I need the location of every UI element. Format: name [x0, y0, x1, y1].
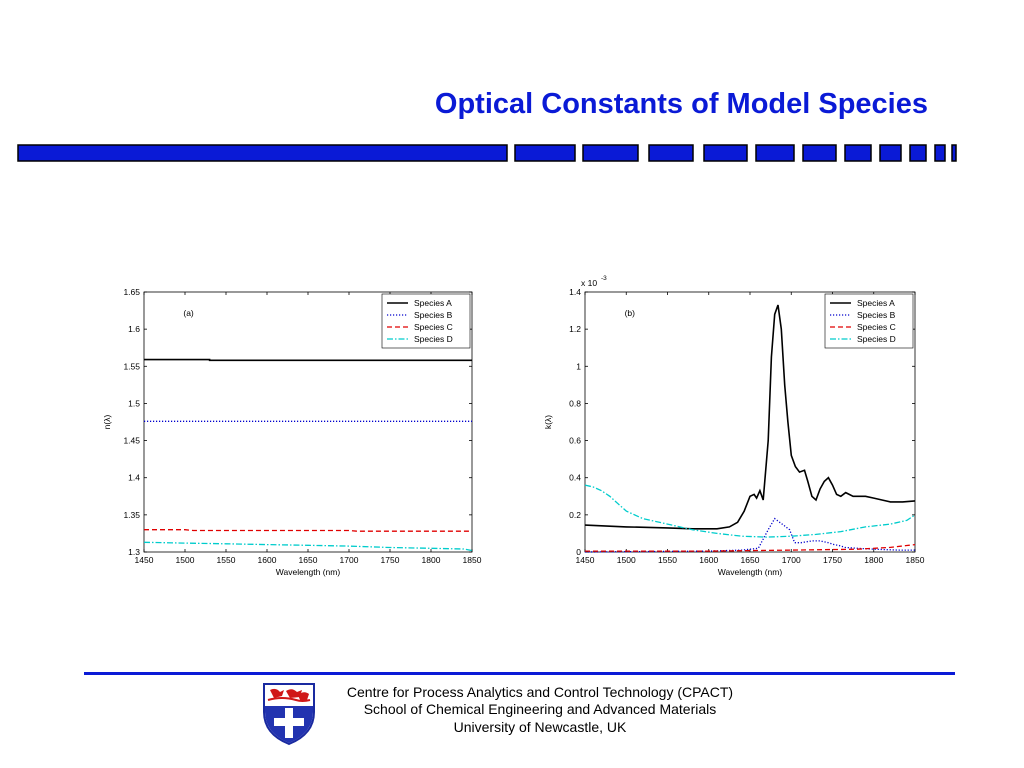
title-bar-segment — [17, 144, 508, 162]
y-tick-label: 0.8 — [569, 398, 581, 408]
x-tick-label: 1850 — [906, 555, 925, 565]
panel-annotation: (a) — [183, 308, 194, 318]
x-tick-label: 1800 — [864, 555, 883, 565]
series-line-species-a — [584, 304, 916, 530]
title-bar-segment — [951, 144, 957, 162]
x-tick-label: 1650 — [741, 555, 760, 565]
y-tick-label: 0.2 — [569, 510, 581, 520]
x-tick-label: 1700 — [782, 555, 801, 565]
y-tick-label: 1.5 — [128, 398, 140, 408]
y-tick-label: 1.4 — [128, 473, 140, 483]
legend-entry-label: Species C — [414, 322, 453, 332]
series-line-species-d — [584, 484, 916, 538]
x-tick-label: 1750 — [823, 555, 842, 565]
x-tick-label: 1850 — [463, 555, 482, 565]
y-tick-label: 1.45 — [123, 436, 140, 446]
title-bar-segment — [909, 144, 927, 162]
y-tick-label: 1.2 — [569, 324, 581, 334]
x-axis-label: Wavelength (nm) — [718, 567, 783, 577]
x-tick-label: 1500 — [617, 555, 636, 565]
x-tick-label: 1450 — [576, 555, 595, 565]
y-tick-label: 1.55 — [123, 361, 140, 371]
series-line-species-a — [144, 358, 472, 362]
series-line-species-b — [584, 517, 915, 553]
title-bar-segment — [802, 144, 837, 162]
y-tick-label: 0.4 — [569, 473, 581, 483]
title-bar-segment — [648, 144, 694, 162]
y-tick-label: 1.3 — [128, 547, 140, 557]
axis-exponent-power: -3 — [601, 275, 607, 282]
chart-extinction-coefficient: 1450 1500 1550 1600 1650 1700 1750 1800 1850 0 0.2… — [545, 275, 925, 577]
title-bar-segment — [934, 144, 946, 162]
y-tick-label: 1.6 — [128, 324, 140, 334]
footer-university-name: University of Newcastle, UK — [453, 719, 627, 735]
title-bar-segment — [703, 144, 748, 162]
slide-title: Optical Constants of Model Species — [434, 88, 928, 120]
title-bar-segment — [879, 144, 902, 162]
y-tick-label: 0 — [576, 547, 581, 557]
x-tick-label: 1650 — [299, 555, 318, 565]
y-tick-label: 1.65 — [123, 287, 140, 297]
x-tick-label: 1600 — [699, 555, 718, 565]
legend-entry-label: Species B — [857, 310, 896, 320]
footer-divider — [84, 672, 955, 675]
title-bar-segment — [844, 144, 872, 162]
x-tick-label: 1500 — [176, 555, 195, 565]
series-line-species-c — [585, 543, 916, 552]
y-axis-label: k(λ) — [545, 415, 553, 429]
x-tick-label: 1750 — [381, 555, 400, 565]
y-tick-label: 1 — [576, 361, 581, 371]
x-tick-label: 1600 — [258, 555, 277, 565]
series-line-species-c — [144, 529, 472, 532]
title-bar-segment — [755, 144, 795, 162]
x-tick-label: 1550 — [658, 555, 677, 565]
legend-entry-label: Species B — [414, 310, 453, 320]
x-tick-label: 1800 — [422, 555, 441, 565]
panel-annotation: (b) — [625, 308, 636, 318]
footer-school-name: School of Chemical Engineering and Advan… — [363, 701, 717, 717]
axis-exponent-label: x 10 — [581, 278, 597, 288]
title-bar-segment — [514, 144, 576, 162]
y-tick-label: 1.4 — [569, 287, 581, 297]
university-crest-logo — [263, 683, 315, 746]
legend-entry-label: Species C — [857, 322, 896, 332]
x-tick-label: 1550 — [217, 555, 236, 565]
title-underline-bar — [17, 144, 957, 162]
y-tick-label: 0.6 — [569, 436, 581, 446]
y-axis-label: n(λ) — [102, 415, 112, 430]
legend-entry-label: Species D — [414, 334, 453, 344]
legend-entry-label: Species A — [414, 298, 452, 308]
title-bar-segment — [582, 144, 639, 162]
y-tick-label: 1.35 — [123, 510, 140, 520]
x-tick-label: 1700 — [340, 555, 359, 565]
chart-refractive-index: 1450 1500 1550 1600 1650 1700 1750 1800 1850 1.3 1… — [102, 287, 482, 577]
legend-entry-label: Species D — [857, 334, 896, 344]
footer-centre-name: Centre for Process Analytics and Control… — [346, 684, 734, 700]
legend-entry-label: Species A — [857, 298, 895, 308]
x-tick-label: 1450 — [135, 555, 154, 565]
series-line-species-d — [143, 541, 473, 552]
x-axis-label: Wavelength (nm) — [276, 567, 341, 577]
